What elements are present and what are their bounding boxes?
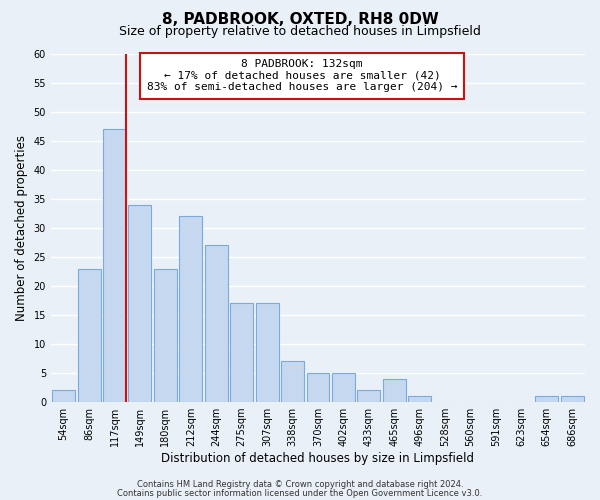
Text: Contains public sector information licensed under the Open Government Licence v3: Contains public sector information licen… bbox=[118, 488, 482, 498]
Text: Size of property relative to detached houses in Limpsfield: Size of property relative to detached ho… bbox=[119, 25, 481, 38]
Bar bbox=[561, 396, 584, 402]
Bar bbox=[408, 396, 431, 402]
Bar bbox=[281, 362, 304, 402]
Bar bbox=[307, 373, 329, 402]
Bar bbox=[535, 396, 558, 402]
Text: 8 PADBROOK: 132sqm
← 17% of detached houses are smaller (42)
83% of semi-detache: 8 PADBROOK: 132sqm ← 17% of detached hou… bbox=[146, 59, 457, 92]
Bar bbox=[358, 390, 380, 402]
Bar bbox=[383, 379, 406, 402]
Bar bbox=[52, 390, 75, 402]
Bar bbox=[103, 130, 126, 402]
Bar bbox=[256, 304, 278, 402]
Bar bbox=[179, 216, 202, 402]
X-axis label: Distribution of detached houses by size in Limpsfield: Distribution of detached houses by size … bbox=[161, 452, 475, 465]
Bar bbox=[77, 268, 101, 402]
Bar bbox=[332, 373, 355, 402]
Text: Contains HM Land Registry data © Crown copyright and database right 2024.: Contains HM Land Registry data © Crown c… bbox=[137, 480, 463, 489]
Bar bbox=[230, 304, 253, 402]
Bar bbox=[205, 246, 227, 402]
Bar bbox=[154, 268, 177, 402]
Bar bbox=[128, 205, 151, 402]
Text: 8, PADBROOK, OXTED, RH8 0DW: 8, PADBROOK, OXTED, RH8 0DW bbox=[161, 12, 439, 28]
Y-axis label: Number of detached properties: Number of detached properties bbox=[15, 135, 28, 321]
